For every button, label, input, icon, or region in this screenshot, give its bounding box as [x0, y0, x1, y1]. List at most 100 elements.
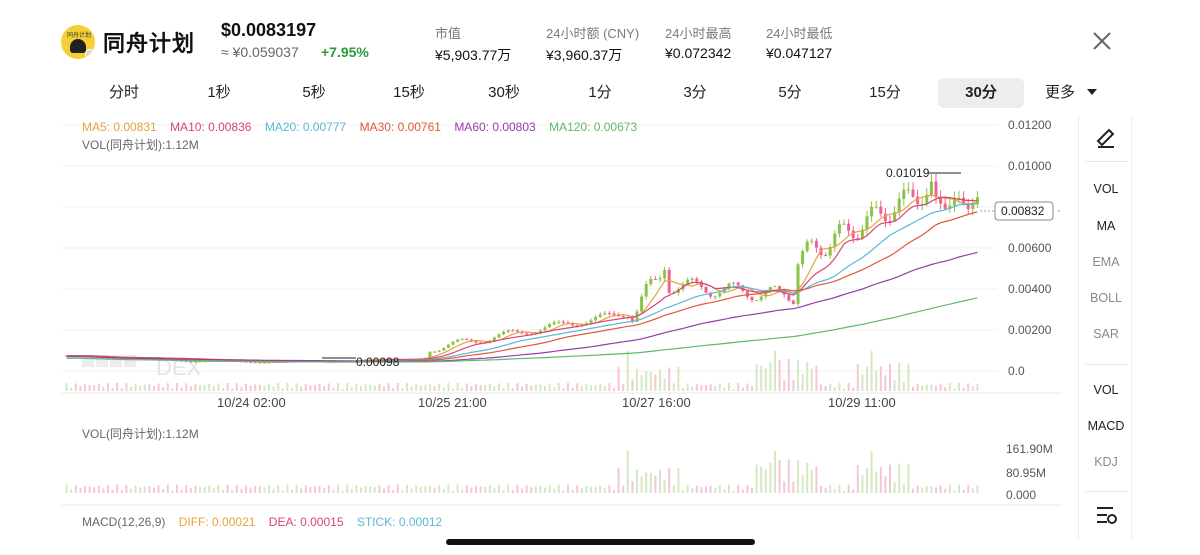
tf-option[interactable]: 5秒 [302, 84, 326, 101]
candle-body [837, 224, 841, 234]
volume-panel-bar [962, 489, 965, 493]
volume-panel-bar [419, 487, 422, 493]
volume-bar [447, 383, 450, 391]
volume-panel-bar [341, 490, 344, 493]
volume-bar [484, 385, 487, 391]
indicator-ema[interactable]: EMA [1092, 255, 1120, 269]
volume-panel-bar [649, 472, 652, 493]
volume-panel-bar [286, 484, 289, 493]
volume-bar [521, 386, 523, 391]
volume-bar [88, 384, 91, 391]
candle-body [929, 181, 933, 195]
candle-body [446, 344, 450, 348]
volume-bar [498, 383, 500, 391]
tf-option[interactable]: 分时 [108, 84, 139, 101]
candle-body [617, 314, 621, 317]
tf-option[interactable]: 15秒 [393, 84, 425, 101]
indicator-sar[interactable]: SAR [1093, 327, 1119, 341]
indicator-boll[interactable]: BOLL [1090, 291, 1122, 305]
volume-bar [889, 363, 891, 391]
volume-panel-bar [291, 489, 293, 493]
price-tick-label: 0.01200 [1008, 118, 1052, 132]
volume-bar [291, 387, 293, 391]
stat-market-cap: 市值 ¥5,903.77万 [435, 23, 511, 65]
volume-panel-bar [222, 489, 224, 493]
volume-bar [125, 383, 128, 391]
volume-bar [360, 385, 362, 391]
close-button[interactable] [1091, 30, 1113, 52]
tf-option[interactable]: 5分 [778, 84, 802, 101]
timeframe-bar: 分时 1秒 5秒 15秒 30秒 1分 3分 5分 15分 30分 更多 [75, 78, 1115, 108]
candle-body [975, 197, 979, 205]
volume-bar [84, 384, 86, 391]
volume-panel-bar [309, 486, 312, 493]
volume-bar [677, 367, 680, 391]
volume-bar [774, 351, 776, 391]
volume-bar [70, 387, 73, 391]
volume-bar [300, 386, 303, 391]
sub-indicator-macd[interactable]: MACD [1087, 419, 1125, 433]
volume-bar [475, 384, 477, 391]
tf-option[interactable]: 30秒 [488, 84, 520, 101]
volume-bar [323, 386, 326, 391]
indicator-vol[interactable]: VOL [1093, 182, 1119, 196]
volume-bar [419, 385, 422, 391]
volume-panel-bar [456, 484, 459, 493]
volume-bar [153, 385, 155, 391]
volume-panel-bar [406, 484, 408, 493]
legend-ma120: MA120: 0.00673 [549, 120, 638, 134]
candle-body [198, 361, 202, 363]
candle-body [460, 338, 464, 340]
volume-panel-bar [493, 488, 496, 493]
volume-panel-bar [74, 485, 77, 493]
volume-bar [769, 362, 772, 391]
volume-panel-bar [304, 485, 307, 493]
candlesticks [65, 173, 979, 364]
tf-option[interactable]: 15分 [869, 84, 901, 101]
volume-panel-bar [470, 487, 473, 493]
tf-option[interactable]: 1秒 [207, 84, 231, 101]
volume-bar [222, 387, 224, 391]
candle-body [833, 233, 837, 247]
sub-indicator-vol[interactable]: VOL [1093, 383, 1119, 397]
sub-indicator-kdj[interactable]: KDJ [1094, 455, 1118, 469]
volume-bar [916, 383, 919, 391]
draw-tool-button[interactable] [1079, 125, 1133, 152]
candle-body [506, 330, 510, 332]
volume-panel-bar [300, 488, 303, 493]
volume-panel-bar [502, 489, 505, 493]
volume-panel-bar [668, 468, 671, 493]
indicator-ma[interactable]: MA [1096, 219, 1116, 233]
kline-chart[interactable]: DEX 0.012000.010000.008000.006000.004000… [62, 115, 1078, 545]
kline-chart-svg[interactable]: DEX 0.012000.010000.008000.006000.004000… [62, 115, 1078, 545]
candle-body [598, 314, 602, 318]
volume-panel-bar [65, 484, 68, 493]
tf-option[interactable]: 1分 [588, 84, 612, 101]
tf-option-active[interactable]: 30分 [938, 78, 1024, 108]
candle-body [428, 351, 432, 358]
candle-body [893, 212, 897, 222]
volume-panel-bar [705, 486, 707, 493]
volume-panel-bar [116, 484, 119, 493]
volume-panel-bar [392, 490, 395, 493]
candle-body [538, 330, 542, 334]
volume-bar [608, 383, 611, 391]
candle-body [787, 294, 791, 301]
candle-body [842, 223, 846, 225]
tf-option[interactable]: 3分 [683, 84, 707, 101]
volume-panel-bar [866, 467, 868, 493]
volume-panel-bar [971, 488, 974, 493]
indicator-settings-button[interactable] [1079, 505, 1133, 528]
candle-body [796, 264, 800, 304]
volume-bar [626, 351, 629, 391]
volume-panel-bar [410, 488, 413, 493]
home-indicator [446, 539, 755, 545]
candle-body [778, 286, 782, 290]
volume-bar [562, 388, 565, 391]
tf-more-dropdown[interactable]: 更多 [1045, 78, 1098, 108]
volume-bar [907, 363, 910, 391]
volume-panel-bar [539, 486, 542, 493]
volume-bar [856, 364, 859, 391]
volume-panel-bar [764, 469, 767, 493]
volume-bar [373, 385, 376, 391]
